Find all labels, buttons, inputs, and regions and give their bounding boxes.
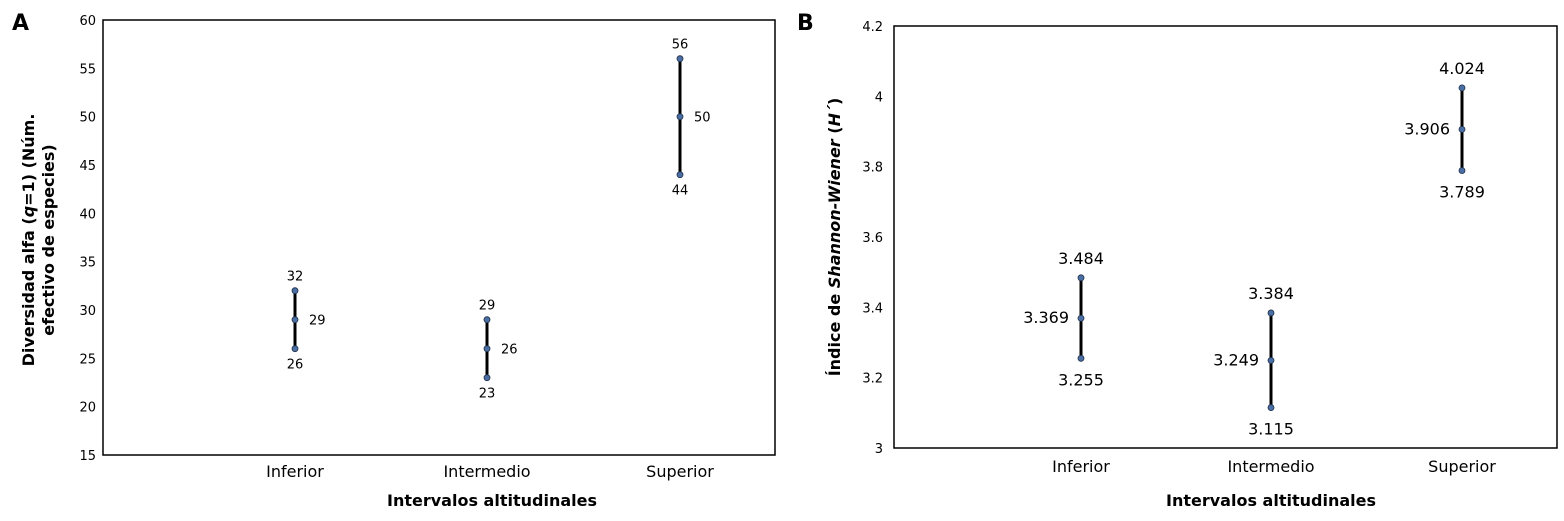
panel-b-lower-data-label: 3.789 — [1439, 183, 1485, 202]
panel-b-x-category-label: Intermedio — [1227, 457, 1314, 476]
panel-a-y-tick-label: 35 — [79, 256, 96, 271]
panel-a-value-data-label: 29 — [309, 314, 326, 329]
panel-a-categories: Inferior Intermedio Superior — [266, 462, 714, 481]
panel-b-upper-point — [1077, 274, 1085, 282]
panel-a-value-point — [676, 113, 684, 121]
panel-b-lower-point — [1267, 404, 1275, 411]
panel-a-x-category-label: Intermedio — [443, 462, 530, 481]
panel-b-lower-point — [1077, 354, 1085, 362]
panel-a-upper-point — [483, 316, 491, 324]
panel-b-x-axis-title: Intervalos altitudinales — [1166, 491, 1376, 510]
panel-b-y-ticks: 3 3.2 3.4 3.6 3.8 4 4.2 — [862, 20, 883, 457]
panel-b-y-axis-title: Índice de Shannon-Wiener (H´) — [825, 98, 844, 377]
panel-a-y-tick-label: 60 — [79, 14, 96, 29]
panel-a-x-category-label: Inferior — [266, 462, 324, 481]
panel-a-y-title-part1: Diversidad alfa ( — [19, 217, 38, 366]
panel-a-lower-data-label: 44 — [672, 184, 689, 199]
panel-a-y-tick-label: 45 — [79, 159, 96, 174]
panel-a-value-point — [483, 345, 491, 353]
panel-a-y-title-part3: =1) (Núm. — [19, 114, 38, 206]
panel-a-value-data-label: 50 — [694, 111, 711, 126]
panel-b-upper-data-label: 3.384 — [1248, 284, 1294, 303]
panel-b-y-tick-label: 3.2 — [862, 372, 883, 387]
panel-b-value-point — [1267, 357, 1275, 364]
panel-a-value-point — [291, 316, 299, 324]
panel-b-y-title-part5: ) — [825, 98, 844, 105]
panel-a-upper-point — [291, 287, 299, 295]
panel-a-upper-data-label: 56 — [672, 38, 689, 53]
panel-b-value-point — [1458, 125, 1466, 133]
panel-b-x-category-label: Inferior — [1052, 457, 1110, 476]
panel-a-y-tick-label: 55 — [79, 62, 96, 77]
panel-b-value-data-label: 3.906 — [1404, 119, 1450, 138]
panel-b-lower-point — [1458, 167, 1466, 174]
panel-a-upper-data-label: 32 — [287, 270, 304, 285]
panel-b-y-tick-label: 3 — [875, 442, 883, 457]
panel-a-x-category-label: Superior — [646, 462, 714, 481]
panel-b-categories: Inferior Intermedio Superior — [1052, 457, 1496, 476]
panel-a-y-tick-label: 25 — [79, 352, 96, 367]
panel-b-upper-point — [1267, 309, 1275, 317]
panel-b-upper-data-label: 3.484 — [1058, 249, 1104, 268]
panel-b-plot-area — [893, 25, 1558, 449]
panel-a: A 15 20 25 30 35 40 45 50 55 60 Inferior Intermedi… — [12, 11, 776, 510]
panel-a-y-title-part2: q — [19, 206, 38, 217]
panel-b-y-tick-label: 4 — [875, 90, 883, 105]
panel-b-y-title-part2: Shannon-Wiener — [825, 138, 844, 288]
panel-b-y-tick-label: 3.4 — [862, 301, 883, 316]
panel-b-value-point — [1077, 314, 1085, 322]
panel-b-x-category-label: Superior — [1428, 457, 1496, 476]
panel-b: B 3 3.2 3.4 3.6 3.8 4 4.2 Inferior Intermedio Su… — [797, 11, 1558, 510]
panel-a-y-title-line2: efectivo de especies) — [39, 144, 58, 335]
panel-b-y-tick-label: 3.8 — [862, 161, 883, 176]
panel-b-upper-data-label: 4.024 — [1439, 59, 1485, 78]
panel-a-plot-area — [102, 19, 776, 456]
panel-a-y-axis-title: Diversidad alfa (q=1) (Núm. efectivo de … — [19, 114, 58, 367]
panel-a-x-axis-title: Intervalos altitudinales — [387, 491, 597, 510]
panel-a-y-ticks: 15 20 25 30 35 40 45 50 55 60 — [79, 14, 96, 464]
panel-b-marks: 3.484 3.369 3.255 3.384 3.249 3.115 4.024 3.906… — [1023, 59, 1485, 439]
panel-a-upper-point — [676, 55, 684, 63]
panel-a-y-tick-label: 50 — [79, 111, 96, 126]
panel-a-lower-data-label: 23 — [479, 387, 496, 402]
panel-b-lower-data-label: 3.115 — [1248, 420, 1294, 439]
panel-b-y-title-part1: Índice de — [825, 288, 844, 376]
panel-b-y-title-part3: ( — [825, 126, 844, 139]
panel-b-y-tick-label: 4.2 — [862, 20, 883, 35]
panel-a-lower-data-label: 26 — [287, 358, 304, 373]
panel-b-y-title-part4: H´ — [825, 104, 844, 126]
panel-a-y-tick-label: 30 — [79, 304, 96, 319]
panel-a-y-tick-label: 40 — [79, 207, 96, 222]
panel-b-lower-data-label: 3.255 — [1058, 370, 1104, 389]
panel-b-letter: B — [797, 11, 814, 36]
panel-b-value-data-label: 3.249 — [1213, 350, 1259, 369]
panel-a-value-data-label: 26 — [501, 343, 518, 358]
panel-a-y-tick-label: 15 — [79, 449, 96, 464]
panel-a-y-tick-label: 20 — [79, 401, 96, 416]
panel-a-upper-data-label: 29 — [479, 299, 496, 314]
panel-a-lower-point — [291, 345, 299, 353]
panel-a-letter: A — [12, 11, 29, 36]
panel-a-lower-point — [676, 171, 684, 179]
panel-b-y-tick-label: 3.6 — [862, 231, 883, 246]
panel-a-lower-point — [483, 374, 491, 382]
panel-b-value-data-label: 3.369 — [1023, 308, 1069, 327]
panel-a-marks: 32 29 26 29 26 23 56 50 44 — [287, 38, 711, 402]
panel-b-upper-point — [1458, 84, 1466, 92]
panel-a-y-title-line1: Diversidad alfa (q=1) (Núm. — [19, 114, 38, 367]
